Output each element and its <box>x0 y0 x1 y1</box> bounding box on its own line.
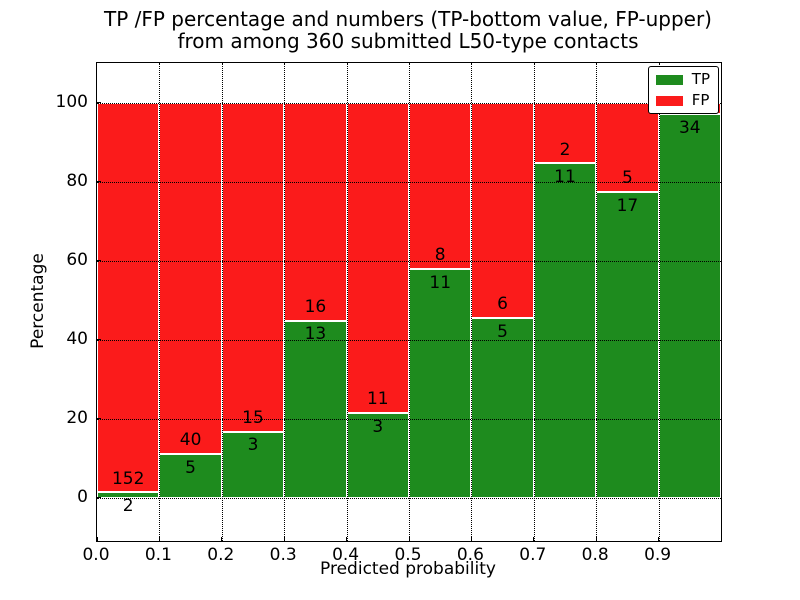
vertical-gridline <box>596 63 598 541</box>
tp-legend-swatch <box>655 74 683 85</box>
x-tick-label: 0.9 <box>644 545 672 565</box>
x-tick-label: 0.1 <box>144 545 172 565</box>
tp-count-label: 11 <box>429 272 452 293</box>
x-tick-label: 0.0 <box>82 545 110 565</box>
tp-count-label: 5 <box>185 457 196 478</box>
x-tick-mark <box>283 537 285 541</box>
tp-count-label: 3 <box>247 435 259 456</box>
legend: TP FP <box>647 66 719 114</box>
y-tick-mark <box>97 102 101 103</box>
x-tick-label: 0.5 <box>394 545 422 565</box>
bar-segment-fp <box>159 102 222 454</box>
vertical-gridline <box>284 63 286 541</box>
bar-segment-tp <box>159 453 222 498</box>
bar-segment-fp <box>409 102 472 269</box>
y-tick-mark <box>97 497 101 499</box>
x-tick-mark <box>470 537 472 541</box>
tp-count-label: 3 <box>372 416 384 437</box>
chart-title: TP /FP percentage and numbers (TP-bottom… <box>96 8 720 52</box>
y-tick-label: 80 <box>66 170 88 191</box>
x-axis-label: Predicted probability <box>320 559 496 579</box>
bar-segment-fp <box>533 102 597 164</box>
tp-legend-label: TP <box>691 70 710 88</box>
y-tick-label: 60 <box>66 249 88 270</box>
vertical-gridline <box>658 63 660 541</box>
fp-count-label: 6 <box>497 293 508 314</box>
legend-item-tp: TP <box>655 70 710 88</box>
bar-segment-fp <box>471 102 534 318</box>
tp-count-label: 5 <box>497 321 508 342</box>
bar-segment-tp <box>658 113 721 498</box>
x-tick-mark <box>658 537 660 541</box>
y-tick-mark <box>97 418 101 420</box>
chart-title-line1: TP /FP percentage and numbers (TP-bottom… <box>104 7 712 31</box>
fp-count-label: 5 <box>621 168 633 189</box>
x-tick-mark <box>720 537 722 541</box>
fp-count-label: 2 <box>559 139 571 160</box>
bar-segment-tp <box>471 317 534 498</box>
x-tick-label: 0.6 <box>456 545 484 565</box>
legend-item-fp: FP <box>655 91 710 109</box>
x-tick-mark <box>346 537 348 541</box>
tp-count-label: 13 <box>304 324 327 345</box>
tp-count-label: 17 <box>616 196 639 216</box>
x-tick-label: 0.3 <box>269 545 297 565</box>
y-tick-label: 20 <box>66 407 88 428</box>
bar-segment-tp <box>284 320 347 498</box>
y-tick-label: 0 <box>77 486 88 507</box>
x-tick-label: 0.7 <box>519 545 547 565</box>
bar-segment-tp <box>596 192 659 498</box>
fp-count-label: 15 <box>242 407 264 428</box>
y-tick-mark <box>97 339 101 341</box>
bar-segment-fp <box>346 102 409 413</box>
bar-segment-fp <box>284 102 347 321</box>
fp-count-label: 8 <box>434 244 446 265</box>
x-tick-mark <box>96 537 98 541</box>
fp-count-label: 11 <box>366 389 389 410</box>
fp-count-label: 152 <box>111 468 145 489</box>
fp-legend-label: FP <box>691 91 710 109</box>
x-tick-label: 0.2 <box>207 545 235 565</box>
y-tick-label: 100 <box>55 91 88 112</box>
x-tick-mark <box>221 537 223 541</box>
bar-segment-fp <box>221 102 285 432</box>
x-tick-mark <box>408 537 410 541</box>
vertical-gridline <box>221 63 223 541</box>
bar-segment-tp <box>409 268 472 498</box>
fp-count-label: 40 <box>179 429 202 450</box>
x-tick-mark <box>533 537 535 541</box>
y-tick-label: 40 <box>66 328 88 349</box>
tp-count-label: 34 <box>678 117 701 138</box>
vertical-gridline <box>409 63 410 541</box>
x-tick-mark <box>158 537 160 541</box>
bar-segment-tp <box>97 492 160 498</box>
chart-title-line2: from among 360 submitted L50-type contac… <box>177 29 639 53</box>
tp-count-label: 2 <box>122 496 134 517</box>
plot-area: TP FP 152 2 40 5 15 3 16 13 11 3 8 11 6 5 2 11 5 17 34 <box>96 62 722 542</box>
x-tick-label: 0.8 <box>581 545 609 565</box>
y-tick-mark <box>97 181 101 182</box>
y-tick-mark <box>97 260 101 262</box>
x-tick-mark <box>595 537 597 541</box>
bar-segment-tp <box>533 163 597 498</box>
fp-legend-swatch <box>655 95 683 106</box>
x-tick-label: 0.4 <box>332 545 360 565</box>
vertical-gridline <box>159 63 161 541</box>
vertical-gridline <box>346 63 348 541</box>
tp-count-label: 11 <box>554 167 576 188</box>
fp-count-label: 16 <box>304 296 327 317</box>
vertical-gridline <box>471 63 473 541</box>
bar-segment-fp <box>97 102 160 493</box>
bar-segment-tp <box>346 413 409 498</box>
vertical-gridline <box>533 63 535 541</box>
